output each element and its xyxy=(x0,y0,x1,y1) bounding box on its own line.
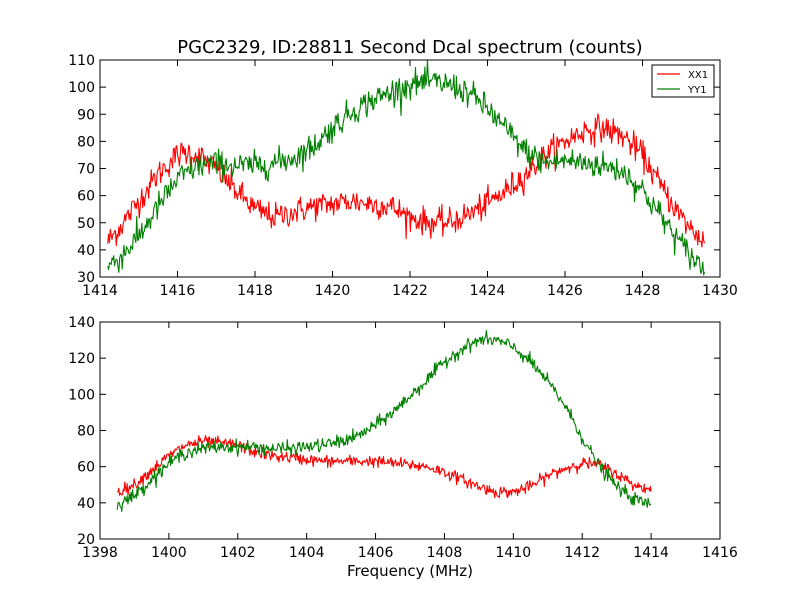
top-ticks-layer: 1414 1416 1418 1420 1422 1424 1426 1428 1430 30 40… xyxy=(68,53,738,299)
top-legend: XX1 YY1 xyxy=(651,64,715,98)
bottom-y-tick-label-6: 140 xyxy=(68,315,95,331)
bottom-x-tick-label-8: 1414 xyxy=(633,545,669,561)
top-y-tick-label-7: 100 xyxy=(68,80,95,96)
bottom-y-tick-label-5: 120 xyxy=(68,351,95,367)
top-series-yy1 xyxy=(107,60,706,276)
top-y-tick-label-8: 110 xyxy=(68,53,95,69)
top-series-xx1 xyxy=(107,113,706,248)
bottom-y-tick-label-1: 40 xyxy=(77,496,95,512)
top-x-tick-label-1: 1416 xyxy=(160,283,196,299)
top-x-tick-label-8: 1430 xyxy=(702,283,738,299)
bottom-ticks-layer: 1398 1400 1402 1404 1406 1408 1410 1412 1414 1416… xyxy=(68,315,738,561)
bottom-x-tick-label-6: 1410 xyxy=(496,545,532,561)
top-chart-title: PGC2329, ID:28811 Second Dcal spectrum (… xyxy=(177,37,642,58)
top-x-tick-label-4: 1422 xyxy=(392,283,428,299)
bottom-x-tick-label-1: 1400 xyxy=(151,545,187,561)
top-y-tick-label-0: 30 xyxy=(77,270,95,286)
bottom-x-tick-label-7: 1412 xyxy=(564,545,600,561)
bottom-x-tick-label-2: 1402 xyxy=(220,545,256,561)
bottom-x-tick-label-9: 1416 xyxy=(702,545,738,561)
legend-label-yy1: YY1 xyxy=(687,85,707,96)
top-x-tick-label-6: 1426 xyxy=(547,283,583,299)
top-y-tick-label-2: 50 xyxy=(77,216,95,232)
top-x-tick-label-0: 1414 xyxy=(82,283,118,299)
bottom-x-tick-label-0: 1398 xyxy=(82,545,118,561)
bottom-y-tick-label-4: 100 xyxy=(68,387,95,403)
top-x-tick-label-7: 1428 xyxy=(625,283,661,299)
top-y-tick-label-3: 60 xyxy=(77,189,95,205)
top-x-tick-label-5: 1424 xyxy=(470,283,506,299)
bottom-y-tick-label-3: 80 xyxy=(77,424,95,440)
bottom-x-tick-label-5: 1408 xyxy=(427,545,463,561)
top-y-tick-label-4: 70 xyxy=(77,162,95,178)
top-series-layer xyxy=(107,60,706,276)
bottom-series-yy1 xyxy=(116,330,652,512)
top-y-tick-label-6: 90 xyxy=(77,107,95,123)
top-spectrum-panel: 1414 1416 1418 1420 1422 1424 1426 1428 1430 30 40… xyxy=(68,53,738,299)
top-x-tick-label-2: 1418 xyxy=(237,283,273,299)
bottom-x-axis-label: Frequency (MHz) xyxy=(347,562,473,580)
bottom-spectrum-panel: 1398 1400 1402 1404 1406 1408 1410 1412 1414 1416… xyxy=(68,315,738,561)
legend-box xyxy=(651,64,715,98)
legend-label-xx1: XX1 xyxy=(688,70,708,81)
bottom-x-tick-label-3: 1404 xyxy=(289,545,325,561)
top-y-tick-label-1: 40 xyxy=(77,243,95,259)
bottom-y-tick-label-0: 20 xyxy=(77,532,95,548)
bottom-series-xx1 xyxy=(117,434,652,499)
bottom-y-tick-label-2: 60 xyxy=(77,460,95,476)
top-x-tick-label-3: 1420 xyxy=(315,283,351,299)
bottom-series-layer xyxy=(116,330,652,512)
bottom-x-tick-label-4: 1406 xyxy=(358,545,394,561)
top-y-tick-label-5: 80 xyxy=(77,134,95,150)
